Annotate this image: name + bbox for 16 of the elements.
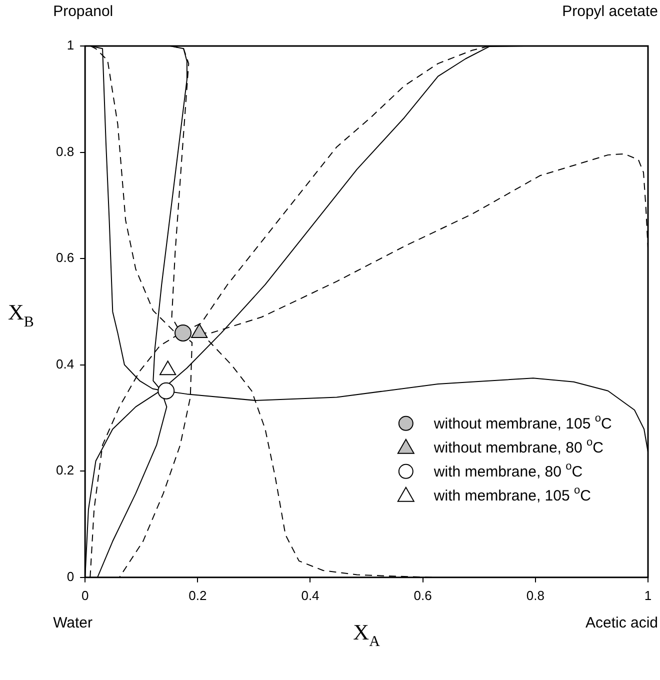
text: Acetic acid bbox=[585, 614, 658, 632]
text: Water bbox=[53, 614, 93, 632]
y-tick-label: 0.2 bbox=[56, 462, 74, 478]
x-tick-label: 0.4 bbox=[301, 588, 320, 603]
y-tick-label: 0 bbox=[66, 568, 74, 584]
x-tick-label: 0.8 bbox=[526, 588, 544, 603]
y-tick-label: 0.6 bbox=[56, 250, 74, 266]
x-tick-label: 1 bbox=[644, 588, 652, 603]
y-tick-label: 0.4 bbox=[56, 356, 74, 372]
y-tick-label: 1 bbox=[66, 38, 74, 53]
x-tick-label: 0.2 bbox=[188, 588, 207, 603]
x-tick-label: 0.6 bbox=[414, 588, 432, 603]
y-tick-label: 0.8 bbox=[56, 144, 74, 159]
text: Propanol bbox=[53, 3, 114, 20]
text: Propyl acetate bbox=[562, 3, 658, 20]
x-tick-label: 0 bbox=[81, 588, 89, 603]
